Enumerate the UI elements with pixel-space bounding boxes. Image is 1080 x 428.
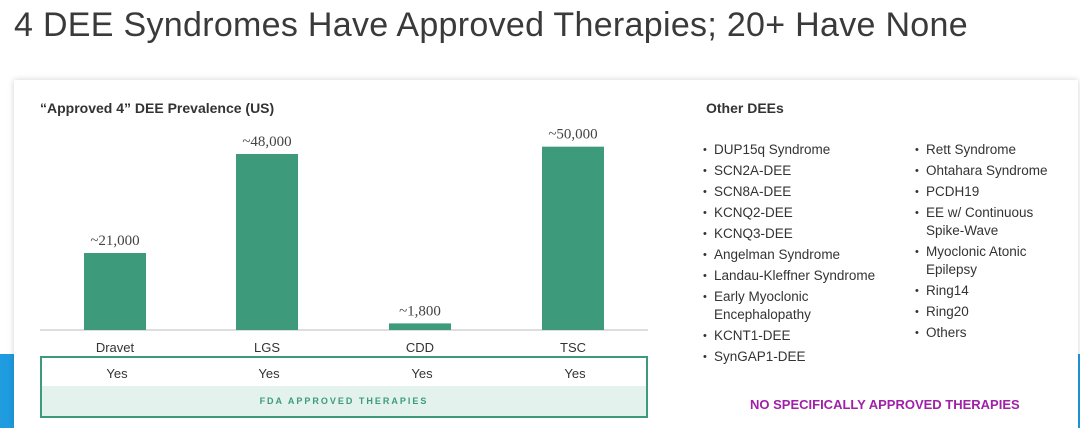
list-item: Ring20: [915, 303, 1075, 321]
approved-value-dravet: Yes: [106, 366, 128, 381]
list-item: KCNT1-DEE: [703, 327, 903, 345]
bar-tsc: [542, 146, 604, 330]
list-item: KCNQ2-DEE: [703, 204, 903, 222]
chart-title: “Approved 4” DEE Prevalence (US): [40, 100, 275, 116]
list-item: KCNQ3-DEE: [703, 225, 903, 243]
list-item: Landau-Kleffner Syndrome: [703, 267, 903, 285]
approved-values-row: Yes Yes Yes Yes: [42, 358, 646, 388]
bar-cdd: [389, 323, 451, 330]
data-label-dravet: ~21,000: [90, 233, 139, 249]
tick-label-dravet: Dravet: [96, 340, 135, 355]
data-label-cdd: ~1,800: [399, 303, 441, 319]
list-item: SCN2A-DEE: [703, 162, 903, 180]
approved-value-tsc: Yes: [564, 366, 586, 381]
list-item: SCN8A-DEE: [703, 183, 903, 201]
list-item: Others: [915, 324, 1075, 342]
data-label-tsc: ~50,000: [548, 127, 597, 143]
other-dees-title: Other DEEs: [706, 100, 784, 116]
bar-dravet: [84, 253, 146, 330]
list-item: Angelman Syndrome: [703, 246, 903, 264]
other-dees-list-col1: DUP15q Syndrome SCN2A-DEE SCN8A-DEE KCNQ2-D…: [703, 141, 903, 369]
approved-therapies-label: FDA APPROVED THERAPIES: [42, 386, 646, 416]
list-item: Rett Syndrome: [915, 141, 1075, 159]
approved-value-lgs: Yes: [258, 366, 280, 381]
list-item: PCDH19: [915, 183, 1075, 201]
approved-value-cdd: Yes: [411, 366, 433, 381]
tick-label-tsc: TSC: [560, 340, 586, 355]
bar-lgs: [236, 154, 298, 330]
list-item: SynGAP1-DEE: [703, 348, 903, 366]
list-item: Ohtahara Syndrome: [915, 162, 1075, 180]
list-item: DUP15q Syndrome: [703, 141, 903, 159]
page-title: 4 DEE Syndromes Have Approved Therapies;…: [14, 6, 968, 44]
list-item: Ring14: [915, 282, 1075, 300]
tick-label-cdd: CDD: [406, 340, 434, 355]
approved-therapies-box: Yes Yes Yes Yes FDA APPROVED THERAPIES: [40, 356, 648, 418]
no-approved-therapies-label: NO SPECIFICALLY APPROVED THERAPIES: [750, 397, 1020, 412]
list-item: Myoclonic Atonic Epilepsy: [915, 243, 1075, 279]
data-label-lgs: ~48,000: [242, 134, 291, 150]
other-dees-list-col2: Rett Syndrome Ohtahara Syndrome PCDH19 EE w…: [915, 141, 1075, 345]
list-item: Early Myoclonic Encephalopathy: [703, 288, 903, 324]
list-item: EE w/ Continuous Spike-Wave: [915, 204, 1075, 240]
tick-label-lgs: LGS: [254, 340, 280, 355]
